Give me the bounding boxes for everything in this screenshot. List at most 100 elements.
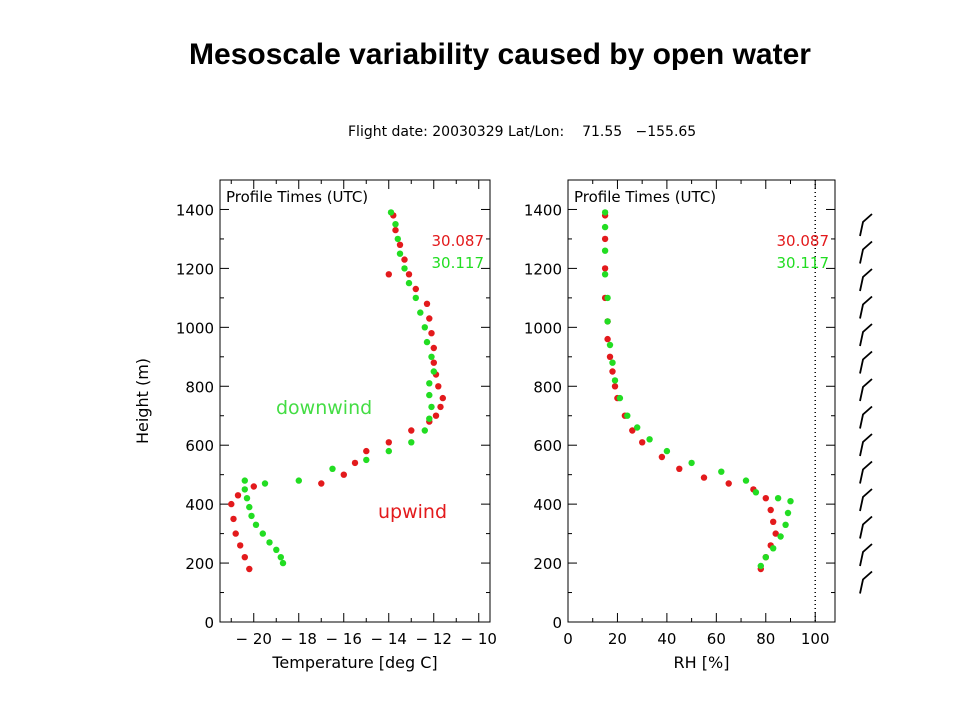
wind-barb-icon-stroke bbox=[859, 378, 873, 402]
chart0-xlabel: Temperature [deg C] bbox=[271, 653, 437, 672]
chart0-series1-point bbox=[246, 503, 253, 511]
wind-barb-icon bbox=[859, 295, 873, 319]
chart0-series1-point bbox=[295, 477, 302, 484]
chart0-series1-point bbox=[252, 521, 260, 528]
wind-barb-icon bbox=[859, 488, 873, 512]
chart0-frame bbox=[219, 179, 491, 623]
chart0-series1-point bbox=[426, 391, 433, 399]
chart1-series1-point bbox=[777, 533, 784, 540]
chart1-ytick-label: 600 bbox=[533, 437, 562, 455]
wind-barb-icon bbox=[859, 460, 873, 484]
chart1-series1-point bbox=[601, 271, 609, 278]
chart1-series0-point bbox=[772, 530, 779, 537]
chart0-ytick-label: 600 bbox=[185, 437, 214, 455]
chart0-series1-point bbox=[277, 554, 284, 561]
chart0-series1-point bbox=[426, 415, 433, 422]
chart1-xtick-label: 40 bbox=[657, 630, 676, 648]
chart1-xtick-label: 60 bbox=[707, 630, 726, 648]
chart0-series1-point bbox=[259, 530, 266, 537]
chart0-ytick-label: 400 bbox=[185, 496, 214, 514]
chart0-ytick-label: 1200 bbox=[176, 260, 214, 278]
wind-barb-icon bbox=[859, 213, 873, 237]
chart0-series1-point bbox=[421, 324, 428, 331]
chart0-series0-point bbox=[392, 226, 399, 234]
chart0-series0-point bbox=[340, 471, 347, 478]
chart0-series1-point bbox=[408, 439, 415, 446]
wind-barb-icon-stroke bbox=[859, 460, 873, 484]
wind-barb-icon bbox=[859, 433, 873, 457]
chart1-series1-point bbox=[601, 223, 609, 231]
chart0-series0-point bbox=[385, 439, 392, 446]
chart0-series0-point bbox=[435, 383, 442, 390]
wind-barb-icon bbox=[859, 268, 873, 292]
chart0-series1-point bbox=[279, 559, 287, 567]
chart0-series1-point bbox=[243, 495, 251, 502]
chart0-series0-point bbox=[408, 427, 415, 434]
chart1-series1-point bbox=[770, 545, 777, 552]
chart0-series1-point bbox=[385, 447, 392, 455]
chart0-series1-point bbox=[363, 456, 370, 464]
chart0-ylabel: Height (m) bbox=[133, 358, 152, 444]
chart0-series1-point bbox=[396, 250, 404, 257]
chart0-series0-point bbox=[430, 359, 437, 366]
chart0-series1-point bbox=[405, 279, 413, 287]
chart1-xtick-label: 20 bbox=[608, 630, 627, 648]
chart1-series1-point bbox=[757, 562, 764, 570]
chart1-xlabel: RH [%] bbox=[674, 653, 730, 672]
chart0-series0-point bbox=[250, 483, 257, 490]
chart0-series1-point bbox=[329, 465, 336, 472]
chart0-series1-point bbox=[417, 309, 424, 316]
wind-barb-icon bbox=[859, 378, 873, 402]
chart0-series1-point bbox=[261, 480, 269, 487]
chart1-series1-point bbox=[742, 477, 750, 484]
chart1-ytick-label: 1000 bbox=[524, 319, 562, 337]
chart0-series1-point bbox=[428, 403, 435, 411]
chart1-series1-point bbox=[601, 247, 609, 254]
chart0-series1-point bbox=[241, 486, 248, 493]
chart0-series0-point bbox=[432, 412, 440, 419]
chart0-xtick-label: − 16 bbox=[326, 630, 362, 648]
chart1-series0-point bbox=[676, 465, 683, 472]
chart0-series0-point bbox=[363, 447, 370, 455]
temperature-profile-plot: 0 200 400 600 800 1000 1200 1400 − 20 − 18 − 16 − 1… bbox=[133, 179, 497, 672]
chart0-series0-point bbox=[437, 403, 444, 411]
chart1-series1-point bbox=[787, 498, 794, 505]
chart0-series0-point bbox=[246, 565, 253, 573]
flight-info: Flight date: 20030329 Lat/Lon: 71.55 −15… bbox=[348, 124, 696, 140]
chart1-series1-point bbox=[688, 459, 695, 467]
chart0-series0-point bbox=[385, 271, 392, 278]
annotation-upwind: upwind bbox=[378, 501, 447, 523]
chart1-series0-point bbox=[639, 439, 646, 446]
chart0-series1-point bbox=[394, 235, 401, 243]
chart0-ytick-label: 1000 bbox=[176, 319, 214, 337]
chart1-series1-point bbox=[784, 509, 792, 517]
chart0-series1-point bbox=[401, 265, 408, 272]
chart1-series1-point bbox=[606, 341, 614, 349]
chart1-series1-point bbox=[616, 394, 624, 402]
wind-barb-icon-stroke bbox=[859, 515, 873, 539]
chart0-series1-point bbox=[248, 512, 255, 520]
chart1-ytick-label: 0 bbox=[552, 614, 562, 632]
chart0-series0-point bbox=[396, 241, 404, 248]
chart1-series0-point bbox=[609, 368, 616, 375]
chart0-series1-point bbox=[426, 380, 433, 387]
chart0-series0-point bbox=[228, 500, 235, 508]
chart1-series0-point bbox=[725, 480, 732, 487]
chart0-ytick-label: 0 bbox=[204, 614, 214, 632]
chart1-series0-point bbox=[601, 235, 609, 243]
chart1-series0-point bbox=[601, 265, 609, 272]
chart0-legend-title: Profile Times (UTC) bbox=[226, 188, 368, 206]
chart1-series1-point bbox=[609, 359, 616, 366]
chart0-series0-point bbox=[423, 300, 431, 307]
chart0-series1-point bbox=[430, 368, 437, 375]
chart0-series0-point bbox=[426, 315, 433, 322]
wind-barb-icon bbox=[859, 240, 873, 264]
chart0-xtick-label: − 18 bbox=[281, 630, 317, 648]
wind-barb-icon bbox=[859, 570, 873, 594]
chart0-series1-point bbox=[266, 539, 273, 546]
chart0-ytick-label: 1400 bbox=[176, 201, 214, 219]
wind-barb-icon-stroke bbox=[859, 488, 873, 512]
wind-barb-icon-stroke bbox=[859, 570, 873, 594]
slide-title: Mesoscale variability caused by open wat… bbox=[189, 38, 811, 71]
chart0-series1-point bbox=[241, 477, 248, 484]
